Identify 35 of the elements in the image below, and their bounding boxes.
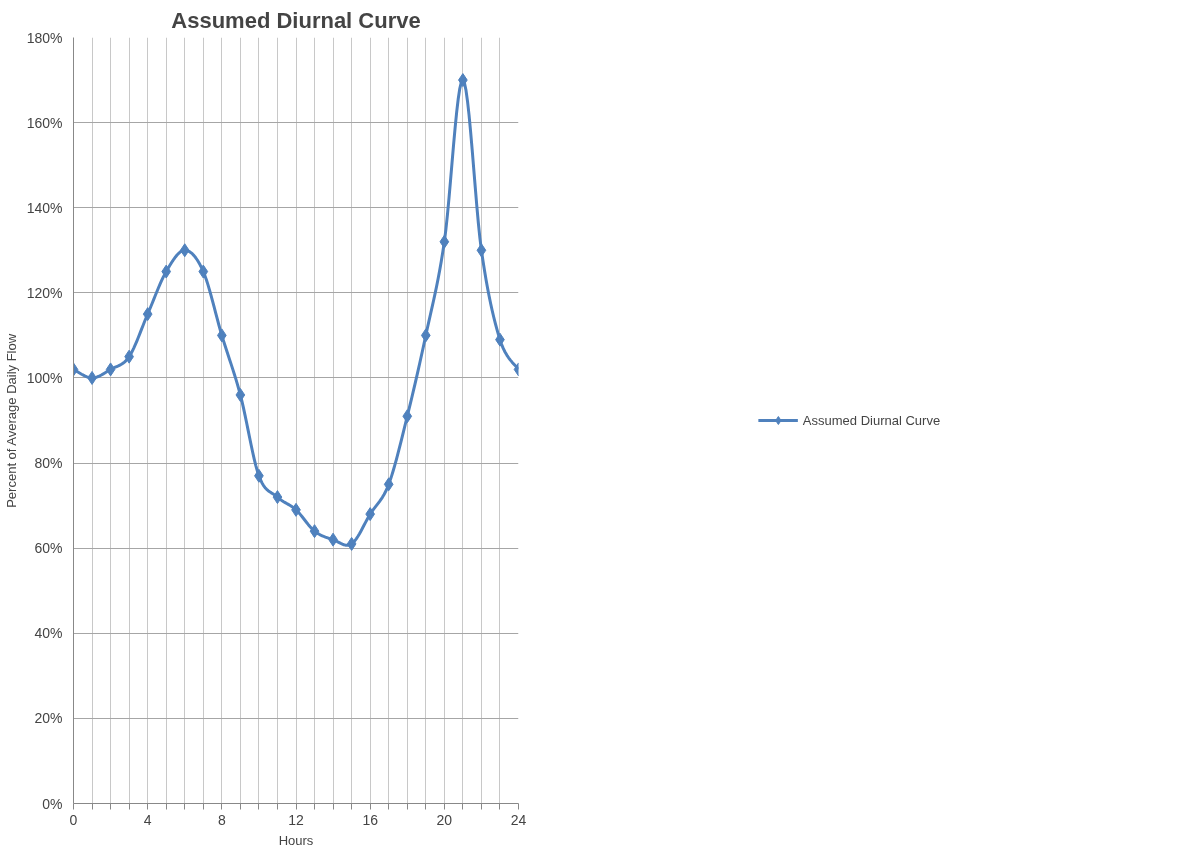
y-tick-label: 60% bbox=[34, 540, 63, 557]
y-tick-label: 40% bbox=[34, 625, 63, 642]
y-tick-label: 180% bbox=[26, 29, 63, 46]
y-tick-label: 100% bbox=[26, 369, 63, 386]
point bbox=[142, 307, 153, 322]
point bbox=[198, 264, 209, 279]
y-tick-label: 0% bbox=[42, 795, 63, 812]
point bbox=[346, 536, 357, 551]
x-tick-label: 16 bbox=[362, 811, 379, 828]
x-axis-title: Hours bbox=[278, 832, 314, 848]
x-tick-label: 24 bbox=[510, 811, 527, 828]
x-tick-label: 0 bbox=[69, 811, 78, 828]
point bbox=[439, 234, 450, 249]
x-tick-label: 20 bbox=[436, 811, 453, 828]
y-axis-title: Percent of Average Daily Flow bbox=[3, 333, 19, 508]
point bbox=[272, 490, 283, 505]
point bbox=[383, 477, 394, 492]
point bbox=[179, 243, 190, 258]
chart-title: Assumed Diurnal Curve bbox=[171, 7, 421, 33]
x-tick-label: 12 bbox=[288, 811, 304, 828]
legend-label: Assumed Diurnal Curve bbox=[802, 412, 941, 428]
point bbox=[476, 243, 487, 258]
point bbox=[402, 409, 413, 424]
y-tick-label: 20% bbox=[34, 710, 63, 727]
point bbox=[235, 387, 246, 402]
point bbox=[105, 362, 116, 377]
y-tick-label: 160% bbox=[26, 114, 63, 131]
x-tick-label: 4 bbox=[143, 811, 152, 828]
y-tick-label: 140% bbox=[26, 199, 63, 216]
y-tick-label: 120% bbox=[26, 284, 63, 301]
x-tick-label: 8 bbox=[217, 811, 226, 828]
point bbox=[420, 328, 431, 343]
point bbox=[161, 264, 172, 279]
y-tick-label: 80% bbox=[34, 455, 63, 472]
point bbox=[309, 524, 320, 539]
